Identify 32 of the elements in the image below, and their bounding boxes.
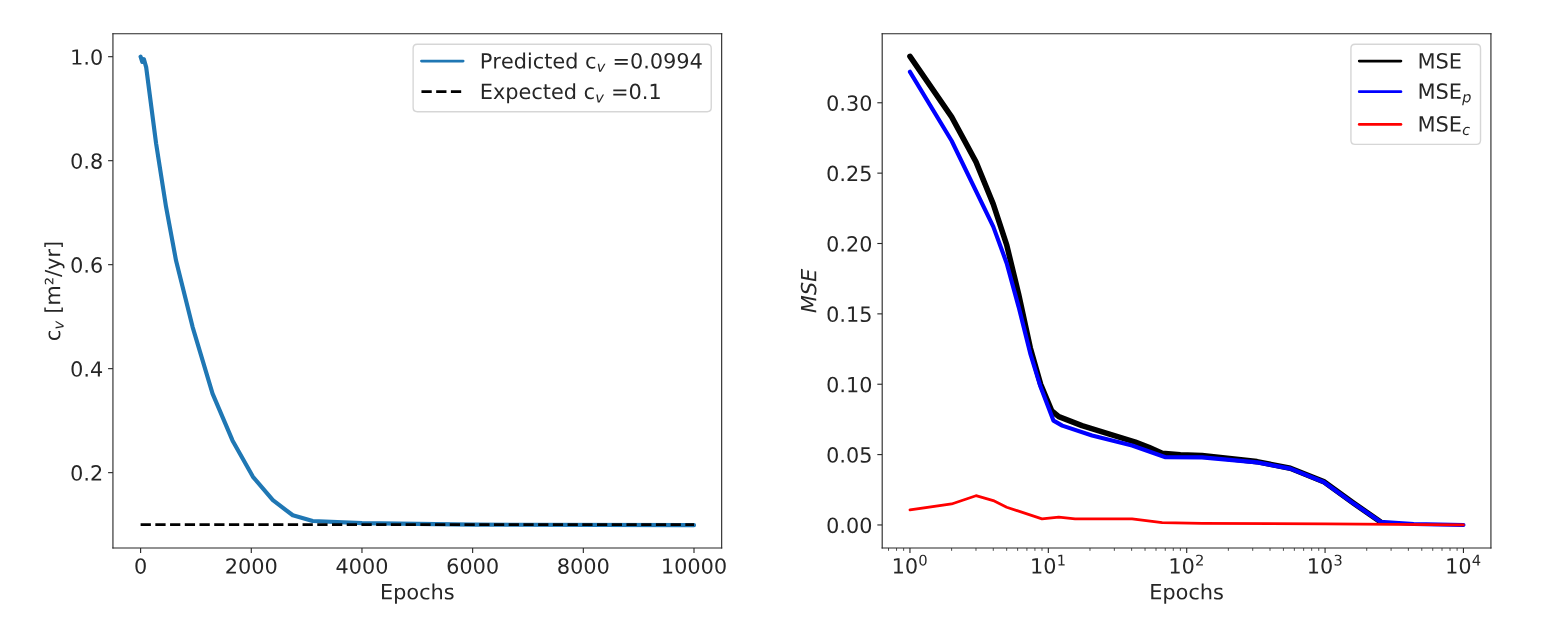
legend-label: MSE (1419, 52, 1461, 69)
y-tick-label: 0.05 (827, 447, 871, 463)
x-tick-label: 6000 (447, 558, 498, 574)
x-tick-label: 0 (135, 558, 146, 574)
y-axis-title: c$_{v}$ [m²/yr] (44, 242, 65, 340)
y-axis-title: MSE (800, 268, 817, 313)
legend-label: Predicted c$_{v}$ =0.0994 (481, 52, 702, 72)
y-tick-label: 1.0 (72, 49, 102, 65)
x-axis-title: Epochs (1151, 583, 1223, 604)
y-tick-label: 0.15 (827, 306, 871, 323)
x-tick-label: 10000 (663, 558, 726, 574)
x-tick-label: 8000 (558, 558, 609, 574)
x-tick-label: 10$^{0}$ (893, 554, 927, 574)
y-tick-label: 0.30 (827, 95, 872, 111)
legend-label: MSE$_{p}$ (1419, 83, 1471, 106)
y-tick-label: 0.6 (71, 257, 102, 273)
y-tick-label: 0.25 (827, 165, 871, 182)
y-tick-label: 0.10 (827, 376, 872, 393)
x-tick-label: 4000 (336, 558, 388, 574)
x-tick-label: 2000 (226, 558, 277, 574)
x-tick-label: 10$^{1}$ (1032, 554, 1065, 574)
x-tick-label: 10$^{2}$ (1170, 554, 1203, 574)
x-tick-label: 10$^{4}$ (1447, 554, 1481, 574)
legend-label: MSE$_{c}$ (1419, 116, 1470, 136)
x-axis-title: Epochs (382, 583, 454, 604)
legend-label: Expected c$_{v}$ =0.1 (481, 83, 660, 104)
y-tick-label: 0.4 (71, 361, 103, 377)
y-tick-label: 0.2 (71, 465, 102, 481)
y-tick-label: 0.00 (827, 517, 872, 534)
x-tick-label: 10$^{3}$ (1309, 554, 1342, 574)
y-tick-label: 0.20 (827, 235, 872, 252)
y-tick-label: 0.8 (71, 153, 102, 169)
